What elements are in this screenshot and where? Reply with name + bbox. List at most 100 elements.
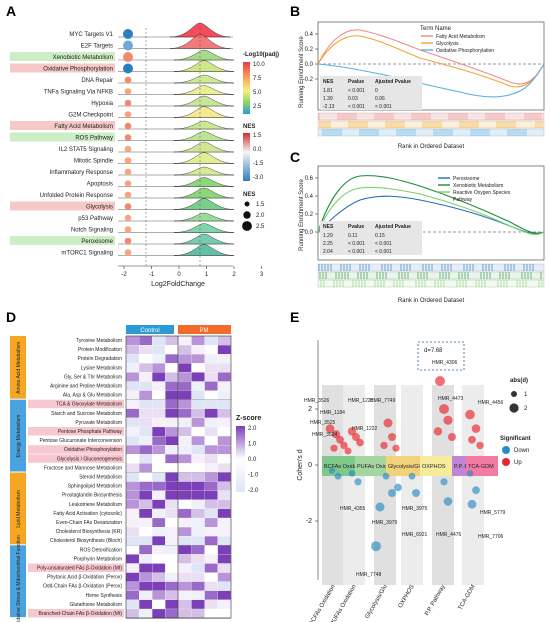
d-row-labels: Tyrosine Metabolism Protein Modification P… — [28, 338, 124, 618]
a-padj-legend-title: -Log10(padj) — [243, 52, 279, 58]
d-heat-cell — [165, 508, 179, 519]
d-group-bars: Amino Acid Metabolism Energy Metabolism Li… — [10, 336, 26, 622]
a-ridge — [173, 141, 235, 153]
d-heat-cell — [125, 581, 140, 591]
e-x-label: P.P. Pathway — [424, 584, 446, 617]
d-heat-cell — [191, 381, 205, 391]
d-heat-cell — [165, 526, 179, 537]
c-stats-table: NES Pvalue Ajusted Pvalue 1.29 0.11 0.15 2.25 <… — [320, 221, 422, 255]
e-point-down — [328, 467, 336, 474]
d-heat-cell — [152, 572, 166, 582]
e-point-down — [443, 497, 453, 506]
a-nes-ticks: 1.5 0.0 -1.5 -3.0 — [253, 133, 264, 181]
e-band — [452, 456, 466, 476]
d-heat-cell — [125, 536, 140, 546]
e-point-down — [440, 478, 448, 486]
d-heat-cell — [178, 581, 192, 591]
e-band — [355, 456, 386, 476]
d-heat-cell — [217, 599, 231, 610]
e-y-ticks: 2 0 -2 — [306, 406, 318, 525]
d-group-label: Oxidative Stress & Mitochondrial Functio… — [16, 535, 22, 622]
d-row-label: Steroid Metabolism — [79, 475, 122, 481]
a-x-tick-label: -1 — [149, 272, 155, 278]
a-pathway-label: Glycolysis — [86, 205, 113, 211]
a-x-ticks: -2 -1 0 1 2 3 — [121, 266, 264, 278]
d-row-label: Lysine Metabolism — [81, 365, 122, 371]
a-nes-dot — [124, 99, 132, 107]
d-legend-tick-label: 1.0 — [248, 442, 257, 448]
e-x-label: TCA-GDM — [458, 584, 477, 611]
d-heat-cell — [217, 363, 231, 373]
a-nes-tick-label: 1.5 — [253, 133, 262, 139]
e-band-label: TCA-GDM — [468, 464, 494, 470]
e-point-up — [383, 418, 393, 428]
d-heat-cell — [217, 563, 231, 573]
a-size-legend-dot — [242, 221, 252, 231]
d-heat-cell — [139, 499, 153, 509]
d-heat-cell — [191, 463, 205, 473]
d-heat-cell — [217, 554, 231, 564]
a-ridge — [173, 95, 235, 107]
panel-b: B 0.4 0.2 0.0 -0.2 Running Enrichment Score… — [290, 3, 545, 150]
d-legend-tick-label: -1.0 — [248, 473, 259, 479]
d-heat-cell — [191, 472, 205, 482]
d-heat-cell — [165, 445, 179, 455]
e-point-label: HMR_3524 — [312, 432, 338, 438]
a-padj-ticks: 10.0 7.5 5.0 2.5 — [253, 62, 265, 110]
d-heat-cell — [204, 426, 218, 437]
d-heat-cell — [152, 526, 166, 537]
d-heat-cell — [165, 517, 179, 528]
d-heat-cell — [178, 408, 192, 418]
d-heatmap — [125, 335, 232, 619]
a-padj-tick-label: 2.5 — [253, 104, 262, 110]
d-heat-cell — [191, 426, 205, 437]
d-row-label: Gly, Ser & Thr Metabolism — [64, 374, 122, 380]
b-legend: Term Name Fatty Acid MetabolismGlycolysis… — [420, 26, 494, 54]
d-heat-cell — [191, 399, 205, 409]
d-heat-cell — [191, 390, 205, 400]
a-nes-dot — [124, 191, 132, 199]
b-stats-table: NES Pvalue Ajusted Pvalue 1.81 < 0.001 0 1.39 0… — [320, 76, 422, 110]
d-heat-cell — [165, 454, 179, 464]
c-table-cell: < 0.001 — [348, 241, 365, 247]
e-sig-legend-title: Significant — [500, 436, 531, 442]
c-y-tick-label: 0.0 — [305, 230, 314, 236]
e-point-up — [380, 441, 388, 450]
d-heat-cell — [217, 590, 231, 600]
d-heat-cell — [139, 381, 153, 391]
d-heat-cell — [125, 490, 140, 500]
d-heat-cell — [204, 590, 218, 600]
d-heat-cell — [125, 399, 140, 409]
b-table-cell: 0 — [375, 88, 378, 94]
d-heat-cell — [139, 563, 153, 573]
e-band-label: Glycolysis/Glu — [388, 464, 423, 470]
d-heat-cell — [217, 572, 231, 582]
b-enrichment-line — [317, 35, 545, 88]
e-sig-legend: Down Up — [502, 446, 529, 466]
a-nes-dot — [124, 145, 132, 153]
d-heat-cell — [204, 599, 218, 610]
d-heat-cell — [125, 472, 140, 482]
e-x-label: BCFAs Oxidation — [309, 584, 337, 622]
a-x-label: Log2FoldChange — [151, 281, 205, 288]
d-heat-cell — [191, 572, 205, 582]
b-legend-label: Fatty Acid Metabolism — [436, 34, 485, 40]
d-heat-cell — [191, 599, 205, 610]
d-heat-cell — [217, 526, 231, 537]
d-heat-cell — [204, 554, 218, 564]
d-heat-cell — [191, 363, 205, 373]
b-legend-title: Term Name — [420, 26, 452, 32]
a-ridge — [173, 187, 235, 199]
c-barcode-row — [317, 263, 545, 272]
e-y-label: Cohen's d — [297, 449, 304, 480]
d-heat-cell — [191, 436, 205, 446]
d-heat-cell — [139, 608, 153, 619]
d-row-label: Cholesterol Biosynthesis (Bloch) — [50, 538, 122, 544]
d-row-label: Heme Synthesis — [86, 593, 123, 599]
d-heat-cell — [204, 572, 218, 582]
d-heat-cell — [139, 545, 153, 555]
d-heat-cell — [152, 363, 166, 373]
a-nes-dot — [124, 76, 132, 84]
d-heat-cell — [139, 354, 153, 364]
